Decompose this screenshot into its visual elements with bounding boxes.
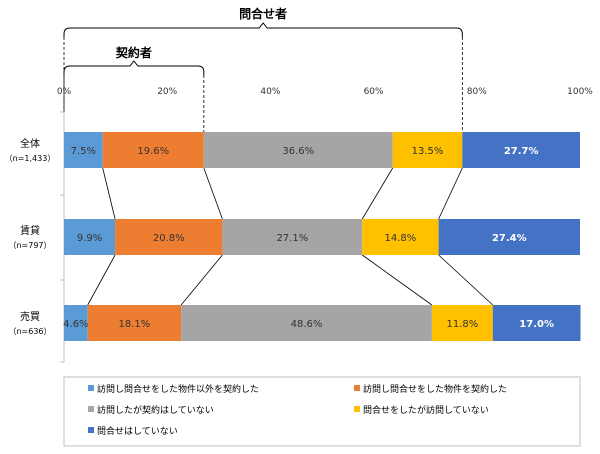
bar-segment — [492, 305, 581, 341]
bracket-label: 問合せ者 — [239, 6, 287, 21]
legend-swatch — [88, 427, 94, 433]
bracket-line — [63, 60, 205, 75]
connector-line — [438, 254, 494, 306]
legend-swatch — [88, 406, 94, 412]
bracket-label: 契約者 — [115, 45, 152, 60]
legend-swatch — [354, 385, 360, 391]
bars-group: 7.5% 19.6% 36.6% 13.5% 27.7% 9.9% 20.8% 27.1% 14… — [63, 132, 581, 341]
connector-line — [203, 167, 223, 220]
connector-line — [362, 254, 433, 306]
category-axis: 全体 （n=1,433） 賃貸 （n=797） 売買 （n=636） — [5, 111, 65, 363]
legend: 訪問し問合せをした物件以外を契約した 訪問し問合せをした物件を契約した訪問したが契… — [63, 376, 581, 447]
connector-line — [87, 254, 116, 306]
data-label: 7.5% — [71, 146, 96, 157]
category-n-label: （n=797） — [8, 241, 51, 250]
bar-segment — [115, 219, 223, 255]
bar-segment — [362, 219, 439, 255]
data-label: 48.6% — [291, 319, 323, 330]
bar-segment — [64, 219, 116, 255]
category-n-label: （n=636） — [8, 327, 51, 336]
connector-line — [361, 167, 394, 220]
legend-label: 訪問し問合せをした物件以外を契約した — [97, 383, 259, 395]
legend-label: 訪問し問合せをした物件を契約した — [363, 383, 507, 395]
x-tick-label: 100% — [567, 87, 593, 97]
bracket-line — [63, 22, 463, 37]
data-label: 18.1% — [119, 319, 151, 330]
bar-segment — [87, 305, 182, 341]
category-label: 売買 — [20, 310, 40, 323]
legend-label: 問合せはしていない — [97, 425, 178, 437]
data-label: 19.6% — [137, 146, 169, 157]
connector-lines — [87, 167, 494, 306]
data-label: 11.8% — [446, 319, 478, 330]
data-label: 20.8% — [153, 233, 185, 244]
legend-label: 訪問したが契約はしていない — [97, 404, 214, 416]
data-label: 27.4% — [492, 233, 527, 244]
data-label: 17.0% — [519, 319, 554, 330]
x-tick-label: 60% — [364, 87, 384, 97]
bar-segment — [64, 132, 103, 168]
x-tick-label: 0% — [57, 87, 72, 97]
bar-segment — [181, 305, 432, 341]
connector-line — [438, 167, 463, 220]
bar-segment — [438, 219, 580, 255]
bar-segment — [431, 305, 493, 341]
legend-label: 問合せをしたが訪問していない — [363, 404, 489, 416]
data-label: 36.6% — [282, 146, 314, 157]
data-label: 13.5% — [412, 146, 444, 157]
bar-segment — [203, 132, 393, 168]
connector-line — [102, 167, 116, 220]
data-label: 27.7% — [504, 146, 539, 157]
bar-segment — [462, 132, 580, 168]
legend-swatch — [88, 385, 94, 391]
x-tick-label: 40% — [260, 87, 280, 97]
data-label: 27.1% — [276, 233, 308, 244]
bar-segment — [102, 132, 204, 168]
legend-box — [63, 376, 581, 447]
connector-line — [180, 254, 223, 306]
category-n-label: （n=1,433） — [5, 154, 56, 163]
x-tick-label: 20% — [157, 87, 177, 97]
x-axis-ticks: 0% 20% 40% 60% 80% 100% — [57, 87, 593, 97]
bar-segment — [392, 132, 463, 168]
data-label: 14.8% — [385, 233, 417, 244]
bar-segment — [64, 305, 88, 341]
category-label: 全体 — [20, 137, 40, 150]
legend-swatch — [354, 406, 360, 412]
category-label: 賃貸 — [20, 224, 40, 237]
data-label: 9.9% — [77, 233, 102, 244]
bar-segment — [222, 219, 363, 255]
x-tick-label: 80% — [467, 87, 487, 97]
data-label: 4.6% — [63, 319, 88, 330]
